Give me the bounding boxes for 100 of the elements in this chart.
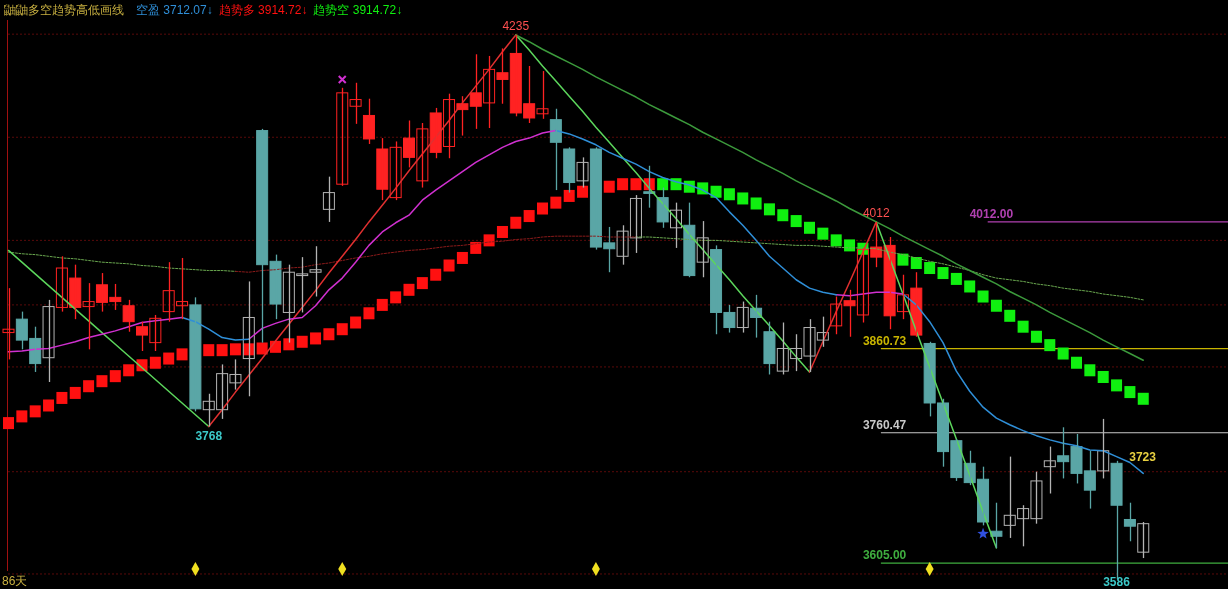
point [296,335,308,348]
point [69,386,81,399]
candlestick [1097,418,1110,480]
ref-line-label: 4012.00 [969,206,1014,221]
point [149,356,161,369]
point [43,399,55,412]
chart-title: 鼬鼬多空趋势高低画线 [4,3,124,17]
point [817,227,829,240]
point [1030,330,1042,343]
point [1097,370,1109,383]
point [310,332,322,345]
point [577,185,589,198]
point [737,192,749,205]
point [1071,356,1082,369]
annotation: 4012 [862,205,890,220]
point [3,417,14,430]
point [977,290,989,303]
point [910,256,922,269]
point [496,225,508,238]
ref-line-label: 3605.00 [862,548,907,563]
point [1057,347,1069,360]
point [897,253,909,266]
point [56,391,68,404]
annotation: 4235 [502,19,530,33]
point [1124,386,1136,399]
candlestick [763,321,776,376]
point [537,202,548,215]
point [256,342,268,355]
point [1017,320,1029,333]
candlestick [362,98,375,145]
point [924,262,936,275]
point [630,178,642,191]
point [376,298,388,311]
point [723,188,735,201]
point [964,280,976,293]
candlestick [376,137,389,201]
point [1004,309,1016,322]
candlestick [1043,445,1056,495]
candlestick [322,176,335,223]
point [337,74,347,84]
point [323,328,335,341]
point [710,185,722,198]
point [603,180,615,193]
point [1111,379,1123,392]
candlestick [189,296,202,413]
point [270,340,281,353]
point [830,234,842,247]
point [937,267,949,280]
candlestick [683,201,696,278]
point [1084,364,1096,377]
point [950,272,962,285]
point [804,221,815,234]
point [203,344,215,357]
point [283,338,295,351]
point [523,210,535,223]
point [510,216,522,229]
point [483,234,495,247]
point [216,344,228,357]
point [350,316,362,329]
candlestick [670,201,682,249]
text: 空盈 3712.07↓ [136,3,213,17]
point [550,196,562,209]
point [163,352,175,365]
point [1044,339,1056,352]
point [657,178,669,191]
candlestick [696,220,709,278]
point [977,527,989,539]
point [390,291,402,304]
point [176,348,188,361]
point [16,410,28,423]
candlestick [1137,521,1150,559]
candlestick [309,245,322,298]
annotation: 86天 [2,574,28,588]
ref-line-label: 3860.73 [862,333,907,348]
candlestick [1123,502,1136,542]
candlestick [122,299,135,333]
point [750,197,762,210]
text: 趋势空 3914.72↓ [313,3,403,17]
candlestick [736,300,749,334]
annotation: 3768 [195,429,223,444]
point [403,283,415,296]
point [96,375,108,388]
point [29,405,41,418]
point [790,215,802,228]
point [777,209,789,222]
point [456,251,468,264]
point [563,189,575,202]
point [123,364,135,377]
point [617,178,629,191]
point [83,380,95,393]
candlestick [2,287,15,361]
annotation: 3723 [1129,450,1157,465]
point [430,268,442,281]
point [990,299,1002,312]
point [416,277,428,290]
candlestick [42,299,55,383]
point [229,343,241,356]
point [1137,392,1149,405]
point [363,307,375,320]
ref-line-label: 3760.47 [862,417,907,432]
